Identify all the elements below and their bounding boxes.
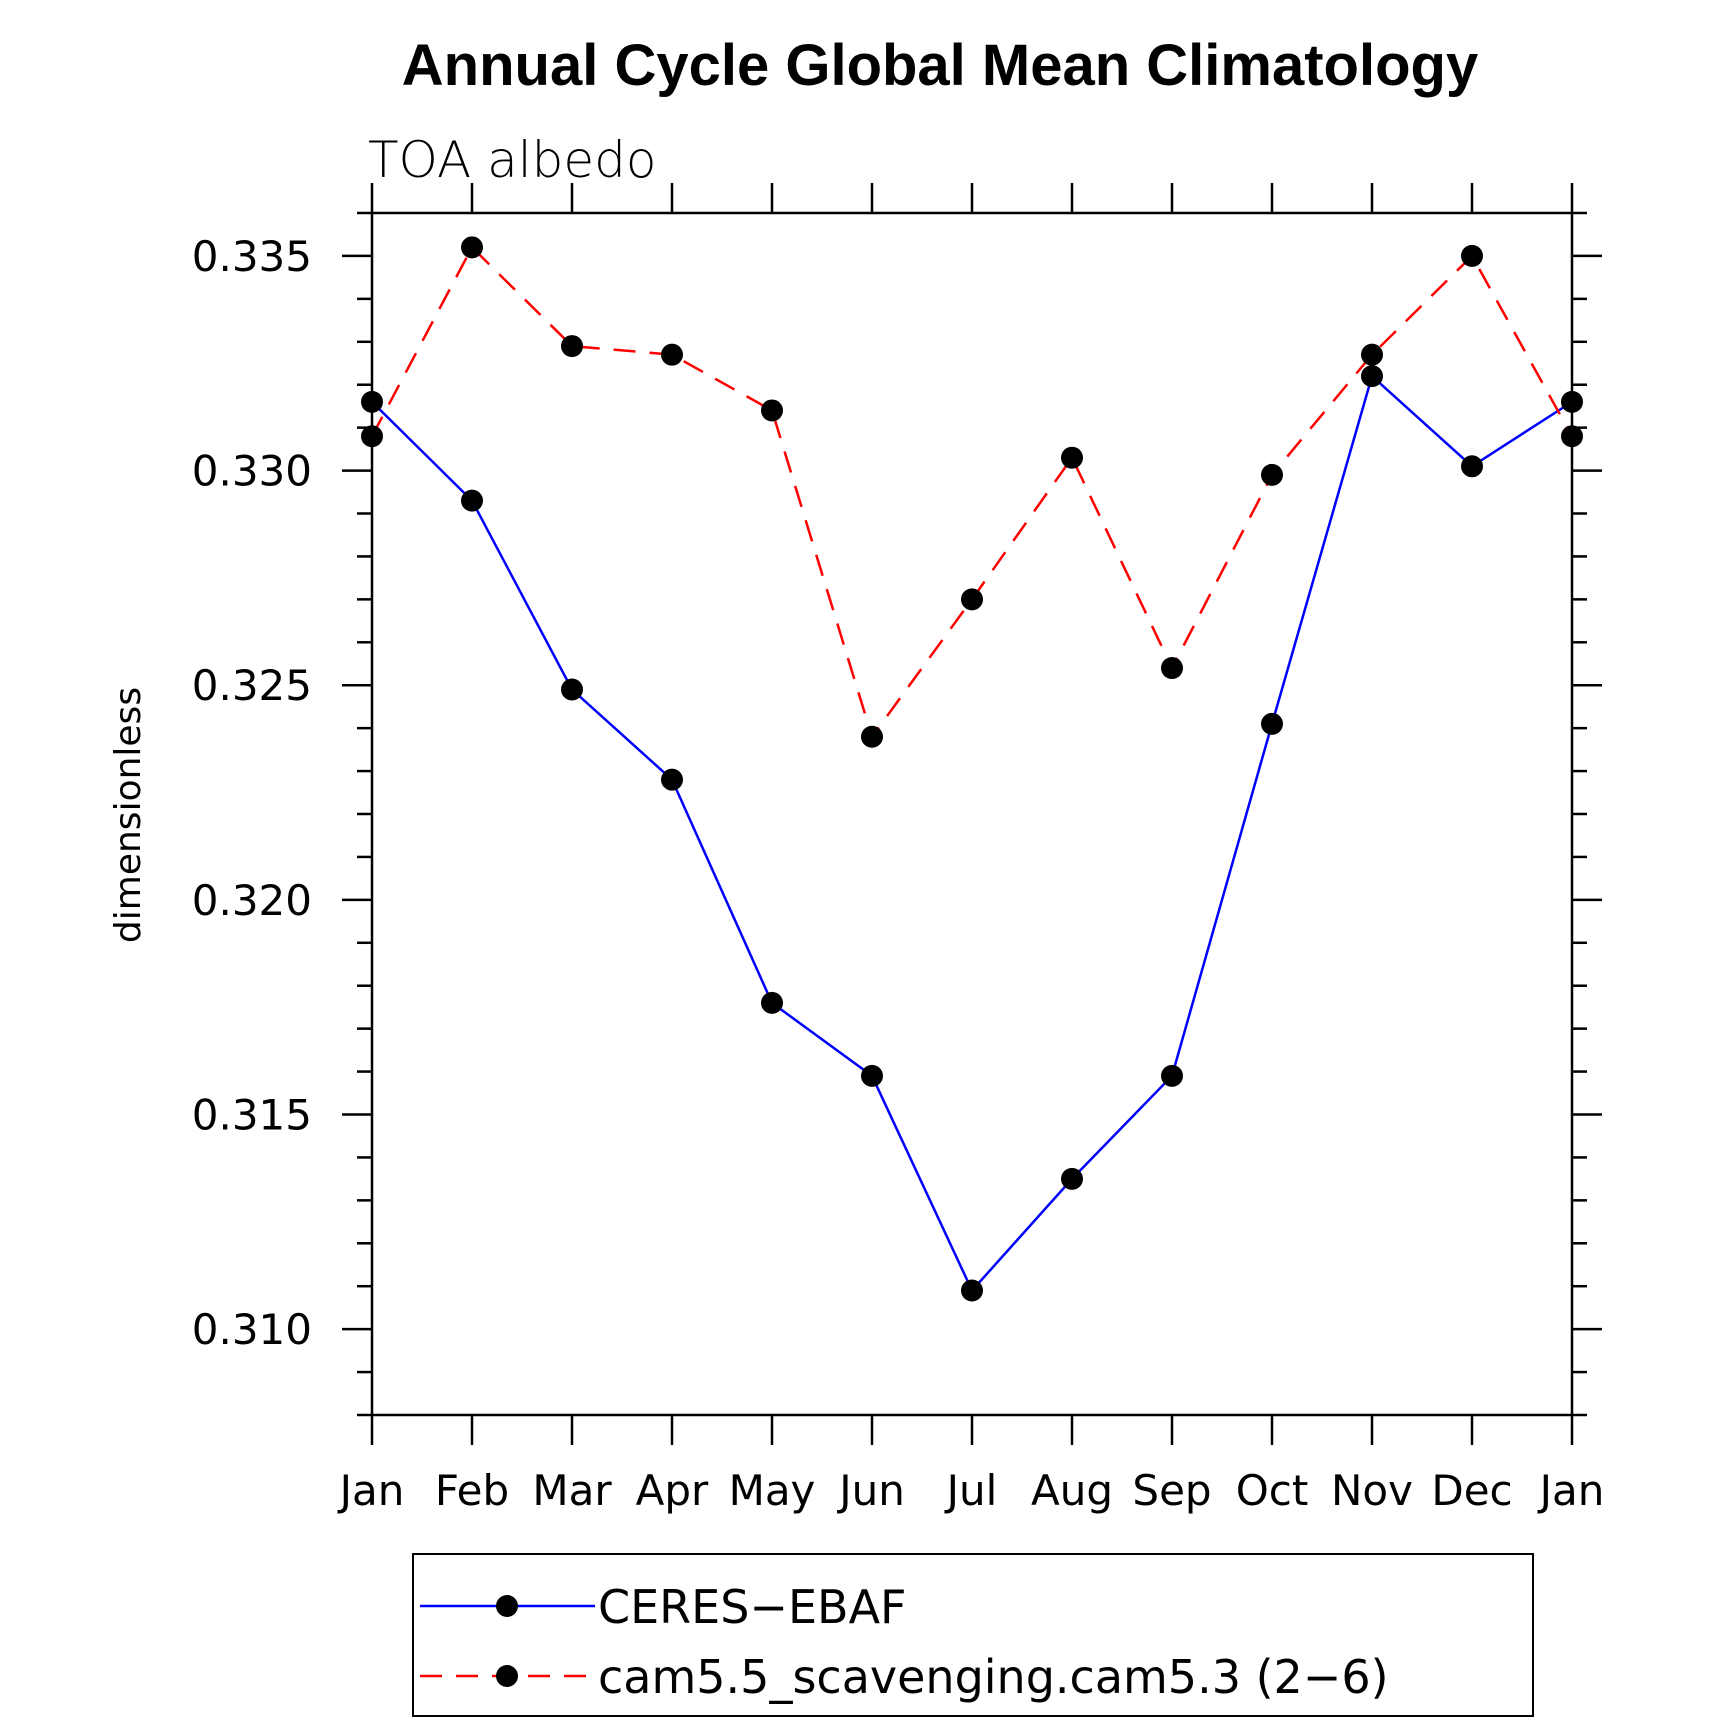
y-tick-label: 0.310 (192, 1305, 312, 1354)
data-point (961, 1279, 983, 1302)
legend: CERES−EBAF cam5.5_scavenging.cam5.3 (2−6) (412, 1553, 1534, 1717)
y-tick-label: 0.330 (192, 447, 312, 496)
data-point (1261, 463, 1283, 486)
y-tick-label: 0.335 (192, 232, 312, 281)
legend-box (412, 1553, 1534, 1717)
data-point (1061, 1167, 1083, 1190)
x-tick-label: Sep (1132, 1466, 1211, 1515)
data-point (1461, 244, 1483, 267)
chart-subtitle: TOA albedo (368, 131, 656, 189)
x-tick-label: Nov (1331, 1466, 1413, 1515)
legend-entries: CERES−EBAF cam5.5_scavenging.cam5.3 (2−6) (420, 1580, 1389, 1704)
data-point (1361, 343, 1383, 366)
data-point (1161, 1064, 1183, 1087)
x-tick-label: May (729, 1466, 816, 1515)
y-tick-label: 0.320 (192, 876, 312, 925)
x-tick-label: Dec (1431, 1466, 1512, 1515)
y-tick-label: 0.315 (192, 1091, 312, 1140)
data-point (961, 588, 983, 611)
data-point (1361, 365, 1383, 388)
data-point (561, 678, 583, 701)
data-point (1561, 425, 1583, 448)
data-point (661, 343, 683, 366)
data-point (1461, 455, 1483, 478)
chart-title: Annual Cycle Global Mean Climatology (402, 33, 1478, 98)
x-tick-label: Oct (1236, 1466, 1309, 1515)
x-tick-label: Jul (944, 1466, 998, 1515)
data-point (1061, 446, 1083, 469)
data-point (561, 335, 583, 358)
data-point (461, 489, 483, 512)
series-line-1 (371, 373, 1573, 1293)
legend-label: cam5.5_scavenging.cam5.3 (2−6) (598, 1650, 1389, 1704)
x-tick-label: Aug (1031, 1466, 1113, 1515)
axis-ticks: Jan Feb Mar Apr May Jun Jul Aug Sep Oct Nov Dec Jan 0… (192, 183, 1605, 1515)
y-tick-label: 0.325 (192, 661, 312, 710)
data-point (861, 725, 883, 748)
legend-marker (496, 1665, 518, 1687)
data-point (761, 991, 783, 1014)
x-tick-label: Jun (836, 1466, 905, 1515)
data-point (661, 768, 683, 791)
series-layer (361, 236, 1583, 1302)
x-tick-label: Mar (532, 1466, 612, 1515)
data-point (761, 399, 783, 422)
data-point (361, 425, 383, 448)
data-point (461, 236, 483, 259)
x-tick-label: Jan (337, 1466, 405, 1515)
data-point (361, 390, 383, 413)
data-point (1161, 657, 1183, 680)
x-tick-label: Apr (636, 1466, 709, 1515)
data-point (1561, 390, 1583, 413)
x-tick-label: Jan (1537, 1466, 1605, 1515)
data-point (861, 1064, 883, 1087)
data-point (1261, 712, 1283, 735)
y-axis-label: dimensionless (108, 687, 149, 943)
legend-marker (496, 1595, 518, 1617)
legend-label: CERES−EBAF (598, 1580, 907, 1634)
series-line-2 (370, 245, 1574, 740)
x-tick-label: Feb (435, 1466, 509, 1515)
